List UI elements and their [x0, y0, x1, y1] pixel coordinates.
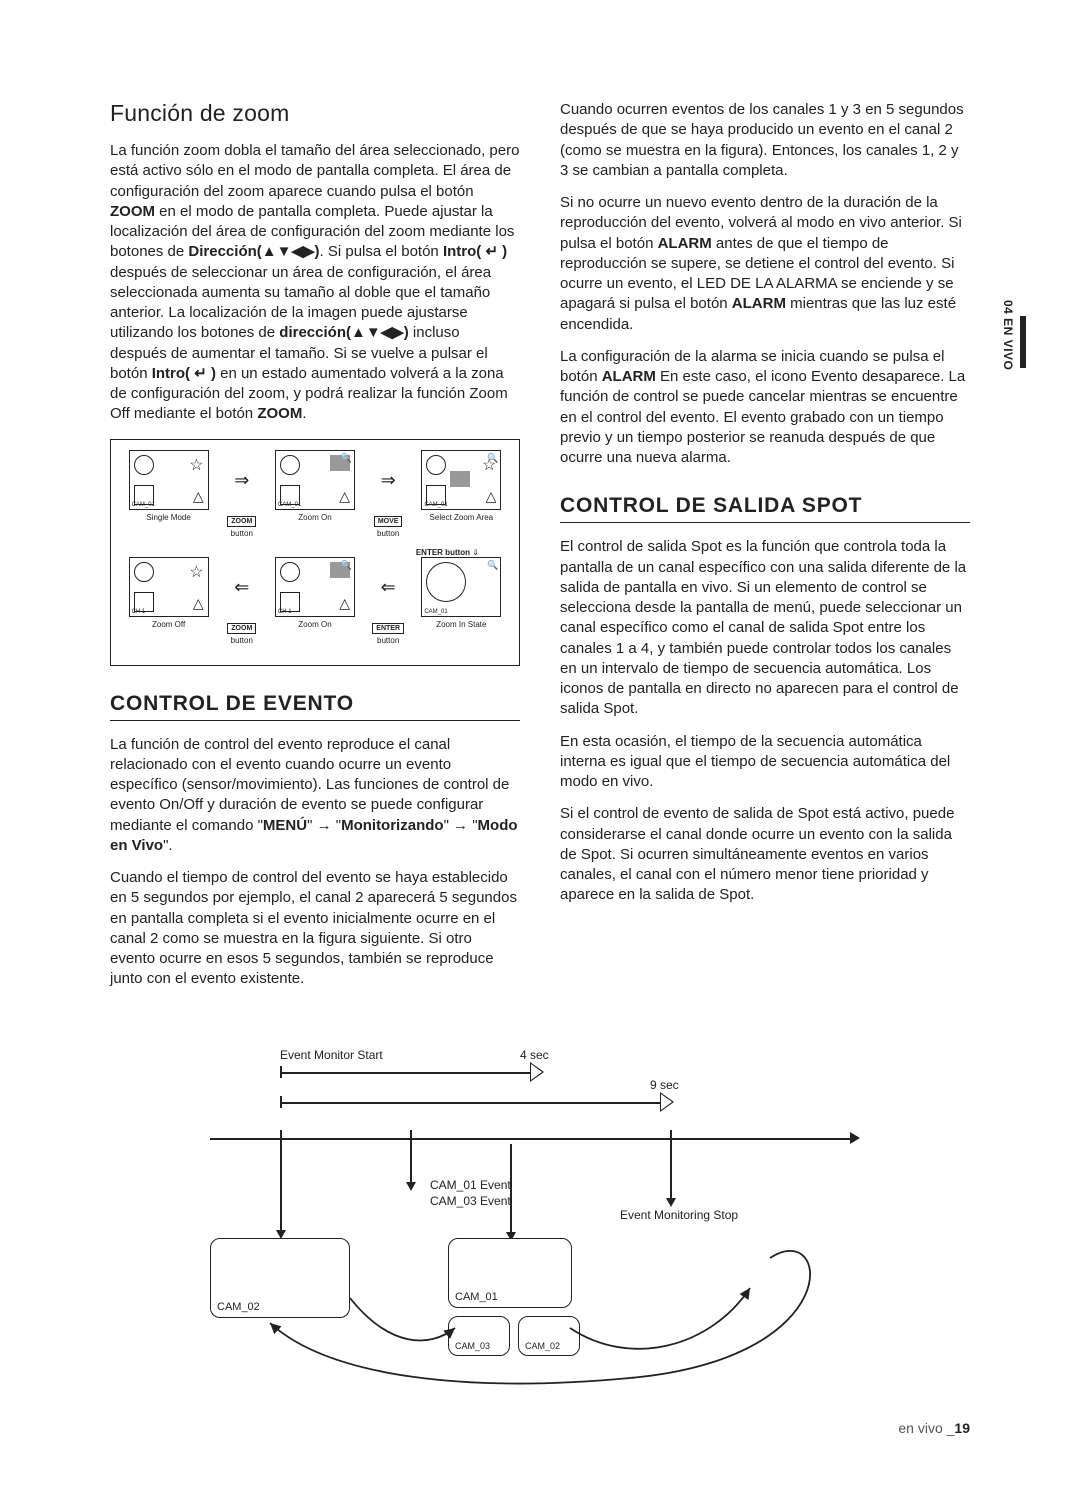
- spot-control-title: CONTROL DE SALIDA SPOT: [560, 494, 970, 523]
- event-diagram: Event Monitor Start 4 sec 9 sec CAM_01 E…: [210, 1048, 870, 1368]
- spot-p3: Si el control de evento de salida de Spo…: [560, 804, 970, 905]
- event-control-title: CONTROL DE EVENTO: [110, 692, 520, 721]
- right-p1: Cuando ocurren eventos de los canales 1 …: [560, 100, 970, 181]
- event-p2: Cuando el tiempo de control del evento s…: [110, 868, 520, 990]
- event-p1: La función de control del evento reprodu…: [110, 735, 520, 857]
- right-column: Cuando ocurren eventos de los canales 1 …: [560, 100, 970, 1002]
- zoom-subheading: Función de zoom: [110, 100, 520, 127]
- page-footer: en vivo _19: [898, 1420, 970, 1436]
- zoom-diagram: ☆△CAM_01 Single Mode ⇒ ZOOM button ☆△🔍CA…: [110, 439, 520, 666]
- side-tab-bar: [1020, 316, 1026, 368]
- right-p2: Si no ocurre un nuevo evento dentro de l…: [560, 193, 970, 335]
- spot-p1: El control de salida Spot es la función …: [560, 537, 970, 719]
- event-curve-svg: [210, 1228, 870, 1388]
- zoom-paragraph: La función zoom dobla el tamaño del área…: [110, 141, 520, 425]
- spot-p2: En esta ocasión, el tiempo de la secuenc…: [560, 732, 970, 793]
- left-column: Función de zoom La función zoom dobla el…: [110, 100, 520, 1002]
- right-p3: La configuración de la alarma se inicia …: [560, 347, 970, 469]
- side-tab-label: 04 EN VIVO: [1001, 300, 1015, 370]
